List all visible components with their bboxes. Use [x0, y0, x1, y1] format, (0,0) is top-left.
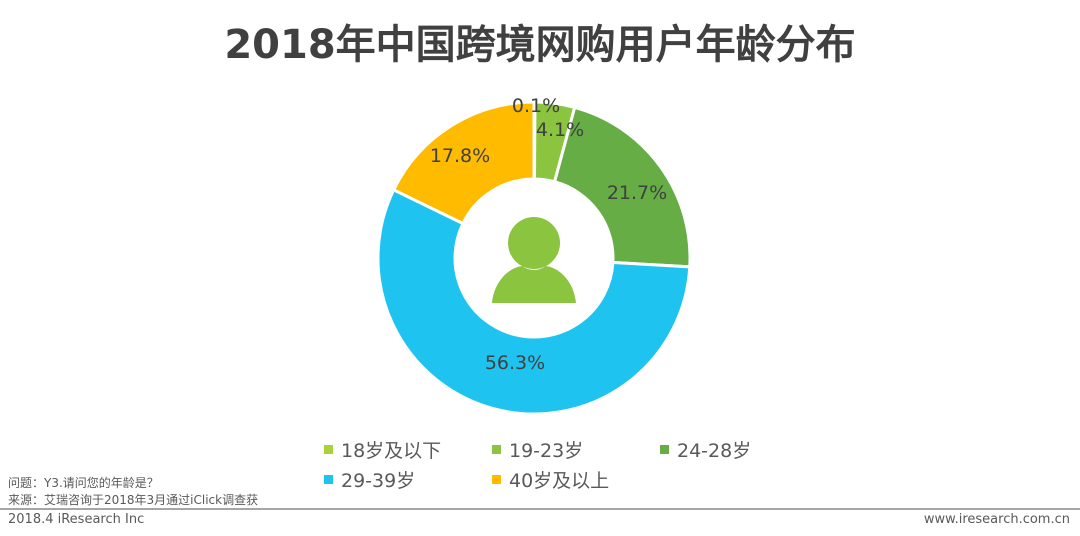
legend-swatch [660, 445, 669, 454]
slice-labels: 0.1%4.1% 21.7% 56.3% 17.8% [430, 95, 667, 374]
legend-item-24-28: 24-28岁 [660, 436, 751, 463]
slice-label: 56.3% [485, 352, 545, 374]
legend-label: 40岁及以上 [509, 470, 610, 492]
legend-label: 18岁及以下 [341, 440, 442, 462]
donut-slice [376, 187, 692, 416]
slice-label: 21.7% [607, 182, 667, 204]
footer-copyright: 2018.4 iResearch Inc [8, 512, 145, 527]
legend-swatch [324, 445, 333, 454]
legend-item-40-and-over: 40岁及以上 [492, 466, 609, 493]
source-note: 来源：艾瑞咨询于2018年3月通过iClick调查获 [8, 493, 259, 507]
legend-label: 19-23岁 [509, 440, 584, 462]
legend-swatch [324, 475, 333, 484]
footer-divider [0, 508, 1080, 510]
legend-swatch [492, 445, 501, 454]
legend-label: 24-28岁 [677, 440, 752, 462]
slice-label: 0.1% [512, 95, 560, 117]
legend-item-19-23: 19-23岁 [492, 436, 583, 463]
chart-title: 2018年中国跨境网购用户年龄分布 [224, 22, 856, 68]
legend-label: 29-39岁 [341, 470, 416, 492]
footer-website: www.iresearch.com.cn [923, 512, 1070, 527]
question-note: 问题：Y3.请问您的年龄是？ [8, 476, 159, 490]
donut-slice [391, 100, 536, 226]
legend-swatch [492, 475, 501, 484]
donut-slice [552, 105, 692, 269]
user-icon [492, 217, 576, 303]
donut-slices [376, 100, 692, 416]
slice-label: 17.8% [430, 145, 490, 167]
legend-item-18-and-under: 18岁及以下 [324, 436, 441, 463]
legend-item-29-39: 29-39岁 [324, 466, 415, 493]
slice-label: 4.1% [536, 119, 584, 141]
